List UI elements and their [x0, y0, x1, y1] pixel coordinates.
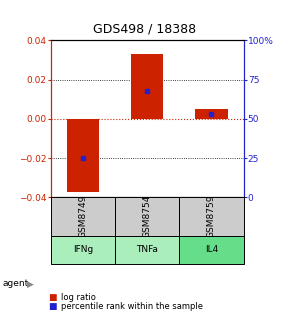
Text: percentile rank within the sample: percentile rank within the sample	[61, 302, 203, 311]
Text: ▶: ▶	[27, 280, 34, 288]
Bar	[67, 119, 99, 192]
Bar	[115, 236, 179, 264]
Bar	[131, 54, 163, 119]
Bar	[51, 198, 115, 236]
Text: IL4: IL4	[205, 245, 218, 254]
Bar	[179, 198, 244, 236]
Text: ■: ■	[48, 293, 56, 302]
Text: IFNg: IFNg	[73, 245, 93, 254]
Bar	[179, 236, 244, 264]
Text: TNFa: TNFa	[136, 245, 158, 254]
Text: GSM8754: GSM8754	[143, 195, 152, 238]
Text: agent: agent	[3, 280, 29, 288]
Text: GSM8749: GSM8749	[78, 195, 87, 238]
Text: GDS498 / 18388: GDS498 / 18388	[93, 22, 197, 35]
Bar	[115, 198, 179, 236]
Bar	[51, 236, 115, 264]
Bar	[195, 109, 228, 119]
Text: ■: ■	[48, 302, 56, 311]
Text: log ratio: log ratio	[61, 293, 96, 302]
Text: GSM8759: GSM8759	[207, 195, 216, 238]
